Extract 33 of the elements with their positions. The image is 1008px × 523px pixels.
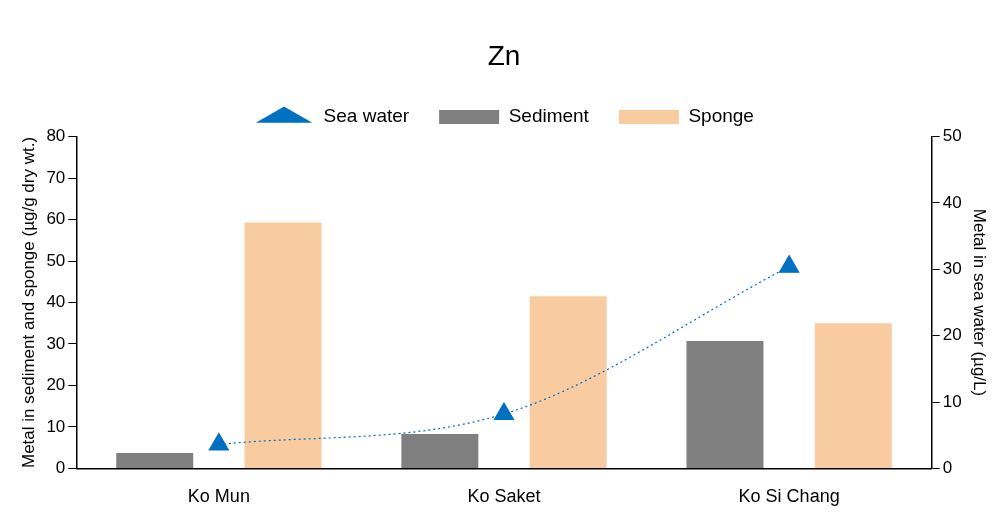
bar	[244, 222, 322, 468]
y-axis-title: Metal in sediment and sponge (µg/g dry wt.)	[18, 136, 38, 469]
y2-tick-label: 50	[942, 126, 962, 146]
y-tick-label: 50	[46, 250, 66, 270]
x-tick-label: Ko Mun	[187, 486, 250, 507]
x-tick-label: Ko Si Chang	[738, 486, 840, 507]
chart-title: Zn	[487, 39, 521, 71]
point	[208, 432, 229, 451]
y2-axis-title: Metal in sea water (µg/L)	[970, 208, 990, 397]
y2-tick-label: 20	[942, 325, 962, 345]
y2-tick-label: 0	[942, 458, 953, 478]
x-tick-label: Ko Saket	[467, 486, 541, 507]
y-tick-label: 80	[46, 126, 66, 146]
bar	[529, 296, 607, 468]
y2-tick-label: 40	[942, 192, 962, 212]
point	[493, 402, 515, 421]
legend-label: Sediment	[508, 105, 590, 127]
bar	[814, 323, 892, 468]
y-tick-label: 0	[55, 458, 66, 478]
legend-label: Sea water	[323, 105, 410, 127]
y2-tick-label: 10	[942, 391, 962, 411]
bar	[401, 433, 479, 468]
bar	[116, 453, 194, 468]
y2-tick-label: 30	[942, 259, 962, 279]
bar	[686, 341, 764, 468]
legend-label: Sponge	[688, 105, 754, 127]
y-tick-label: 40	[46, 292, 66, 312]
y-tick-label: 60	[46, 209, 66, 229]
y-tick-label: 30	[46, 333, 66, 353]
y-tick-label: 10	[46, 416, 66, 436]
y-tick-label: 70	[46, 167, 66, 187]
y-tick-label: 20	[46, 375, 66, 395]
point	[779, 255, 800, 273]
